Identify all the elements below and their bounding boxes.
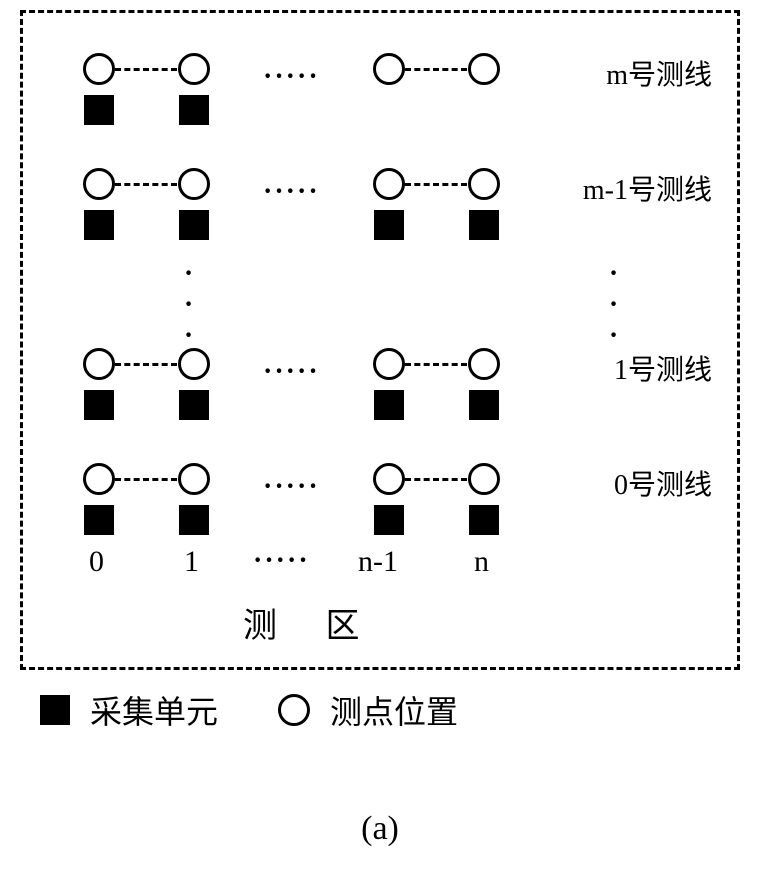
dashed-connector [115,183,177,186]
diagram-area: ····· m号测线 ····· m-1号测线 ··· ··· [53,43,717,647]
col-label: n [474,545,489,579]
point-circle [468,348,500,380]
point-circle [83,348,115,380]
collect-square [84,390,114,420]
col-ellipsis: ····· [253,545,310,577]
survey-row: ····· 0号测线 [53,463,717,543]
collect-square [374,505,404,535]
collect-square [179,390,209,420]
dashed-connector [405,68,467,71]
collect-square [469,505,499,535]
h-ellipsis: ····· [263,356,320,388]
h-ellipsis: ····· [263,471,320,503]
point-circle [83,168,115,200]
legend-square-icon [40,695,70,725]
dashed-connector [115,68,177,71]
diagram-frame: ····· m号测线 ····· m-1号测线 ··· ··· [20,10,740,670]
dashed-connector [405,363,467,366]
collect-square [374,390,404,420]
legend: 采集单元 测点位置 [40,685,740,735]
point-circle [83,53,115,85]
point-circle [373,168,405,200]
point-circle [178,53,210,85]
survey-row: ····· m号测线 [53,53,717,133]
collect-square [469,210,499,240]
row-label: m-1号测线 [583,168,712,208]
point-circle [468,53,500,85]
point-circle [178,463,210,495]
row-label: m号测线 [606,53,712,93]
point-circle [373,53,405,85]
dashed-connector [405,183,467,186]
dashed-connector [115,363,177,366]
point-circle [373,463,405,495]
col-label: 1 [184,545,199,579]
point-circle [178,348,210,380]
legend-circle-label: 测点位置 [330,687,458,733]
survey-row: ····· m-1号测线 [53,168,717,248]
row-label: 1号测线 [614,348,712,388]
v-ellipsis: ··· [608,258,618,351]
collect-square [84,95,114,125]
legend-circle-icon [278,694,310,726]
point-circle [468,168,500,200]
col-label: 0 [89,545,104,579]
point-circle [468,463,500,495]
survey-row: ····· 1号测线 [53,348,717,428]
collect-square [179,95,209,125]
subfigure-label: (a) [0,810,760,848]
collect-square [179,505,209,535]
col-label: n-1 [358,545,398,579]
h-ellipsis: ····· [263,61,320,93]
dashed-connector [405,478,467,481]
point-circle [373,348,405,380]
dashed-connector [115,478,177,481]
row-label: 0号测线 [614,463,712,503]
collect-square [374,210,404,240]
collect-square [469,390,499,420]
h-ellipsis: ····· [263,176,320,208]
collect-square [84,210,114,240]
point-circle [178,168,210,200]
legend-square-label: 采集单元 [90,687,218,733]
area-label: 测 区 [243,598,380,647]
point-circle [83,463,115,495]
v-ellipsis: ··· [183,258,193,351]
collect-square [179,210,209,240]
collect-square [84,505,114,535]
